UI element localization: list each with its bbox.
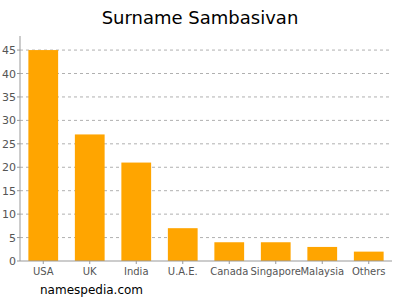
- bar: [261, 242, 291, 261]
- source-annotation: namespedia.com: [40, 283, 143, 297]
- bar: [121, 163, 151, 261]
- y-tick-label: 10: [2, 208, 16, 221]
- y-tick-label: 35: [2, 91, 16, 104]
- x-tick: [182, 261, 183, 264]
- y-tick-label: 45: [2, 44, 16, 57]
- bar: [28, 50, 58, 261]
- y-tick-label: 30: [2, 114, 16, 127]
- bar: [307, 247, 337, 261]
- grid-line: [20, 73, 392, 74]
- y-tick-label: 40: [2, 68, 16, 81]
- x-tick: [322, 261, 323, 264]
- bar: [214, 242, 244, 261]
- x-axis: [20, 261, 392, 262]
- x-tick: [275, 261, 276, 264]
- bar: [168, 228, 198, 261]
- x-tick-label: Singapore: [251, 266, 301, 277]
- y-tick-label: 5: [9, 232, 16, 245]
- bar: [75, 134, 105, 261]
- y-tick-label: 25: [2, 138, 16, 151]
- chart-svg: Surname Sambasivan 0 5 10 15 20 25 30 35 40 45 USA U…: [0, 0, 400, 300]
- title: Surname Sambasivan: [102, 7, 299, 28]
- chart-container: Surname Sambasivan 0 5 10 15 20 25 30 35 40 45 USA U…: [0, 0, 400, 300]
- x-tick: [43, 261, 44, 264]
- x-tick-label: USA: [33, 266, 54, 277]
- grid-line: [20, 120, 392, 121]
- x-tick: [136, 261, 137, 264]
- y-tick-label: 20: [2, 161, 16, 174]
- x-tick-label: UK: [83, 266, 97, 277]
- x-tick-label: India: [124, 266, 149, 277]
- x-tick: [89, 261, 90, 264]
- x-tick-label: Canada: [210, 266, 248, 277]
- x-tick-label: Others: [352, 266, 386, 277]
- bar: [354, 252, 384, 261]
- x-tick-label: U.A.E.: [168, 266, 198, 277]
- y-axis: [20, 36, 21, 261]
- bars: [28, 50, 383, 261]
- x-tick: [368, 261, 369, 264]
- grid-line: [20, 50, 392, 51]
- y-tick-label: 0: [9, 255, 16, 268]
- y-tick-label: 15: [2, 185, 16, 198]
- x-tick: [229, 261, 230, 264]
- grid-line: [20, 96, 392, 97]
- x-tick-label: Malaysia: [300, 266, 344, 277]
